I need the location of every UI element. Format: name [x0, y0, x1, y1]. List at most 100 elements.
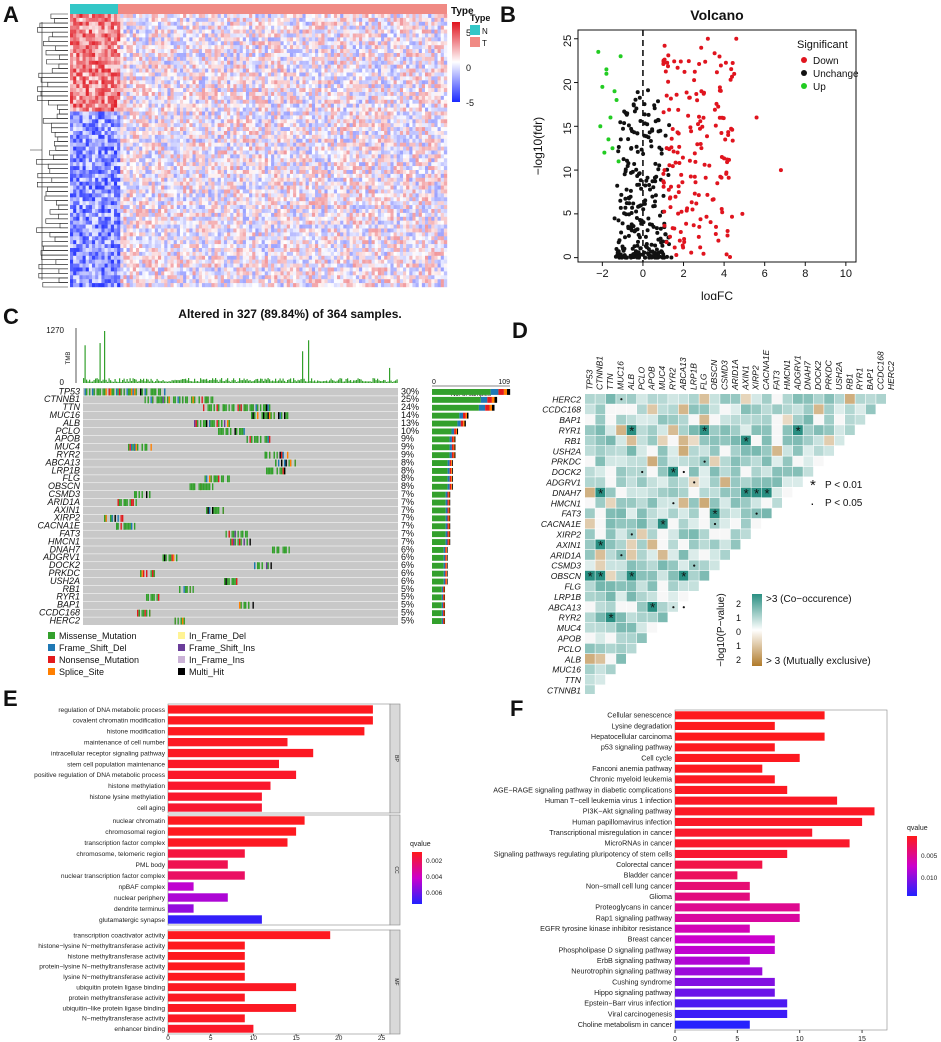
heatmap-cell	[359, 80, 363, 85]
heatmap-cell	[377, 37, 382, 42]
heatmap-cell	[189, 162, 193, 167]
heatmap-cell	[440, 14, 445, 19]
heatmap-cell	[431, 80, 435, 85]
heatmap-cell	[195, 146, 200, 151]
heatmap-cell	[274, 142, 278, 147]
heatmap-cell	[315, 158, 319, 163]
heatmap-cell	[415, 146, 419, 151]
heatmap-cell	[220, 173, 225, 178]
heatmap-cell	[267, 95, 272, 100]
heatmap-cell	[164, 119, 168, 124]
heatmap-cell	[82, 21, 86, 26]
heatmap-cell	[296, 33, 300, 38]
heatmap-cell	[220, 146, 225, 151]
heatmap-cell	[201, 107, 206, 112]
heatmap-cell	[428, 29, 432, 34]
heatmap-cell	[217, 53, 221, 58]
heatmap-cell	[355, 45, 360, 50]
heatmap-cell	[280, 103, 284, 108]
heatmap-cell	[255, 146, 259, 151]
heatmap-cell	[123, 88, 127, 93]
heatmap-cell	[161, 146, 165, 151]
heatmap-cell	[302, 142, 306, 147]
heatmap-cell	[242, 134, 247, 139]
heatmap-cell	[236, 80, 240, 85]
heatmap-cell	[359, 53, 363, 58]
heatmap-cell	[117, 146, 121, 151]
heatmap-cell	[349, 64, 353, 69]
heatmap-cell	[277, 92, 281, 97]
heatmap-cell	[79, 107, 83, 112]
heatmap-cell	[286, 45, 291, 50]
heatmap-cell	[245, 154, 250, 159]
heatmap-cell	[151, 107, 156, 112]
heatmap-cell	[242, 88, 247, 93]
heatmap-cell	[283, 134, 287, 139]
heatmap-cell	[79, 170, 83, 175]
heatmap-cell	[249, 99, 253, 104]
heatmap-cell	[179, 45, 184, 50]
heatmap-cell	[415, 103, 419, 108]
heatmap-cell	[107, 150, 112, 155]
heatmap-cell	[223, 173, 228, 178]
heatmap-cell	[107, 33, 112, 38]
heatmap-cell	[98, 150, 102, 155]
heatmap-cell	[264, 146, 269, 151]
heatmap-cell	[387, 29, 391, 34]
heatmap-cell	[245, 138, 250, 143]
heatmap-cell	[333, 142, 338, 147]
heatmap-cell	[387, 88, 391, 93]
heatmap-cell	[396, 92, 401, 97]
heatmap-cell	[359, 25, 363, 30]
heatmap-cell	[333, 60, 338, 65]
heatmap-cell	[70, 150, 74, 155]
heatmap-cell	[406, 21, 410, 26]
heatmap-cell	[132, 138, 137, 143]
heatmap-cell	[271, 64, 275, 69]
heatmap-cell	[252, 84, 256, 89]
heatmap-cell	[142, 146, 146, 151]
heatmap-cell	[186, 119, 190, 124]
heatmap-cell	[179, 134, 184, 139]
heatmap-cell	[321, 134, 325, 139]
heatmap-cell	[387, 37, 391, 42]
heatmap-cell	[220, 170, 225, 175]
heatmap-cell	[437, 21, 441, 26]
heatmap-cell	[201, 166, 206, 171]
heatmap-cell	[205, 138, 209, 143]
heatmap-cell	[126, 99, 130, 104]
heatmap-cell	[123, 49, 127, 54]
heatmap-cell	[151, 21, 156, 26]
heatmap-cell	[249, 95, 253, 100]
heatmap-cell	[113, 158, 118, 163]
heatmap-cell	[280, 84, 284, 89]
heatmap-cell	[321, 49, 325, 54]
heatmap-cell	[337, 56, 341, 61]
heatmap-cell	[399, 14, 404, 19]
heatmap-cell	[277, 76, 281, 81]
heatmap-cell	[176, 103, 181, 108]
heatmap-cell	[293, 154, 297, 159]
heatmap-cell	[355, 56, 360, 61]
heatmap-cell	[362, 80, 366, 85]
heatmap-cell	[362, 134, 366, 139]
heatmap-cell	[214, 25, 218, 30]
heatmap-cell	[82, 37, 86, 42]
heatmap-cell	[139, 76, 143, 81]
heatmap-cell	[101, 64, 105, 69]
heatmap-cell	[245, 25, 250, 30]
heatmap-cell	[217, 173, 221, 178]
heatmap-cell	[396, 115, 401, 120]
heatmap-cell	[120, 103, 124, 108]
heatmap-cell	[343, 138, 347, 143]
heatmap-cell	[236, 138, 240, 143]
heatmap-cell	[179, 84, 184, 89]
heatmap-cell	[428, 41, 432, 46]
heatmap-cell	[176, 21, 181, 26]
heatmap-cell	[161, 154, 165, 159]
heatmap-cell	[302, 103, 306, 108]
heatmap-cell	[340, 72, 344, 77]
heatmap-cell	[377, 127, 382, 132]
heatmap-cell	[205, 88, 209, 93]
heatmap-cell	[261, 99, 265, 104]
